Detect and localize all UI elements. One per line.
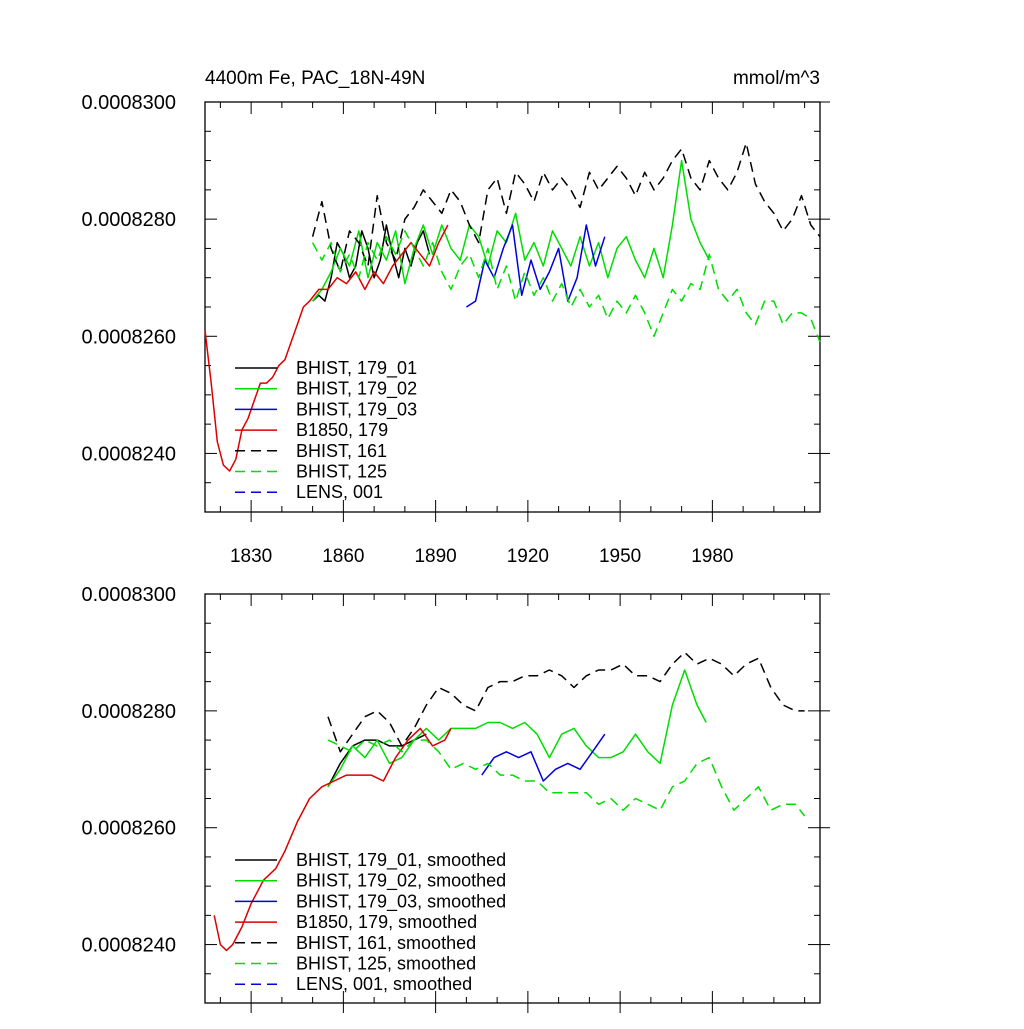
x-tick-label: 1920 [507, 546, 549, 567]
legend-label: BHIST, 179_01 [296, 358, 417, 379]
x-tick-label: 1950 [599, 546, 641, 567]
series-line-3 [465, 224, 606, 308]
legend-label: LENS, 001, smoothed [296, 974, 472, 994]
series-line-5 [311, 142, 821, 273]
series-line-2 [327, 669, 707, 788]
y-tick-label: 0.0008240 [81, 443, 176, 465]
legend-label: BHIST, 179_02 [296, 379, 417, 400]
series-line-4 [204, 224, 449, 472]
series-line-1 [312, 224, 431, 302]
series-line-4 [213, 727, 452, 952]
series-line-3 [481, 733, 606, 782]
legend-label: BHIST, 161, smoothed [296, 933, 476, 953]
x-tick-label: 1980 [691, 546, 733, 567]
x-tick-label: 1890 [414, 546, 456, 567]
legend-label: B1850, 179 [296, 420, 388, 440]
y-tick-label: 0.0008300 [81, 584, 176, 606]
legend-label: BHIST, 179_01, smoothed [296, 850, 506, 871]
chart-units: mmol/m^3 [733, 68, 820, 89]
y-tick-label: 0.0008240 [81, 935, 176, 957]
y-tick-label: 0.0008280 [81, 701, 176, 723]
legend-label: BHIST, 179_03, smoothed [296, 891, 506, 912]
chart-title: 4400m Fe, PAC_18N-49N [205, 68, 425, 89]
series-line-6 [311, 230, 821, 343]
y-tick-label: 0.0008260 [81, 818, 176, 840]
x-tick-label: 1830 [230, 546, 272, 567]
x-tick-label: 1860 [322, 546, 364, 567]
series-line-6 [327, 739, 806, 817]
legend-label: B1850, 179, smoothed [296, 912, 477, 932]
legend-label: LENS, 001 [296, 482, 383, 502]
legend-label: BHIST, 125, smoothed [296, 954, 476, 974]
legend-label: BHIST, 179_02, smoothed [296, 871, 506, 892]
y-tick-label: 0.0008300 [81, 92, 176, 114]
y-tick-label: 0.0008260 [81, 326, 176, 348]
legend-label: BHIST, 161 [296, 441, 387, 461]
legend-label: BHIST, 179_03 [296, 399, 417, 420]
y-tick-label: 0.0008280 [81, 209, 176, 231]
legend-label: BHIST, 125 [296, 462, 387, 482]
series-line-5 [327, 651, 805, 753]
